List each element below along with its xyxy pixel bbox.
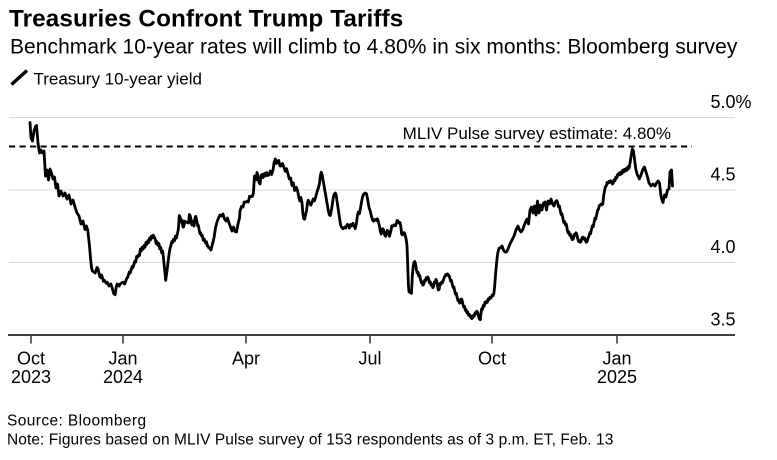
- svg-text:4.0: 4.0: [711, 237, 736, 257]
- svg-text:Treasuries Confront Trump Tari: Treasuries Confront Trump Tariffs: [9, 5, 403, 32]
- svg-text:4.5: 4.5: [711, 165, 736, 185]
- svg-text:Oct: Oct: [17, 349, 45, 369]
- svg-text:Source: Bloomberg: Source: Bloomberg: [7, 413, 146, 430]
- svg-text:2025: 2025: [597, 367, 637, 387]
- svg-text:MLIV Pulse survey estimate: 4.: MLIV Pulse survey estimate: 4.80%: [403, 124, 671, 143]
- svg-text:Jan: Jan: [108, 349, 137, 369]
- svg-text:Jul: Jul: [358, 349, 381, 369]
- svg-text:Treasury 10-year yield: Treasury 10-year yield: [34, 70, 203, 89]
- svg-text:Jan: Jan: [602, 349, 631, 369]
- svg-text:5.0%: 5.0%: [711, 92, 752, 112]
- svg-text:Oct: Oct: [478, 349, 506, 369]
- svg-text:2024: 2024: [103, 367, 143, 387]
- svg-text:Apr: Apr: [232, 349, 260, 369]
- svg-text:2023: 2023: [11, 367, 51, 387]
- svg-text:Note: Figures based on MLIV Pu: Note: Figures based on MLIV Pulse survey…: [7, 432, 613, 449]
- svg-text:Benchmark 10-year rates will c: Benchmark 10-year rates will climb to 4.…: [10, 36, 738, 59]
- svg-text:3.5: 3.5: [711, 310, 736, 330]
